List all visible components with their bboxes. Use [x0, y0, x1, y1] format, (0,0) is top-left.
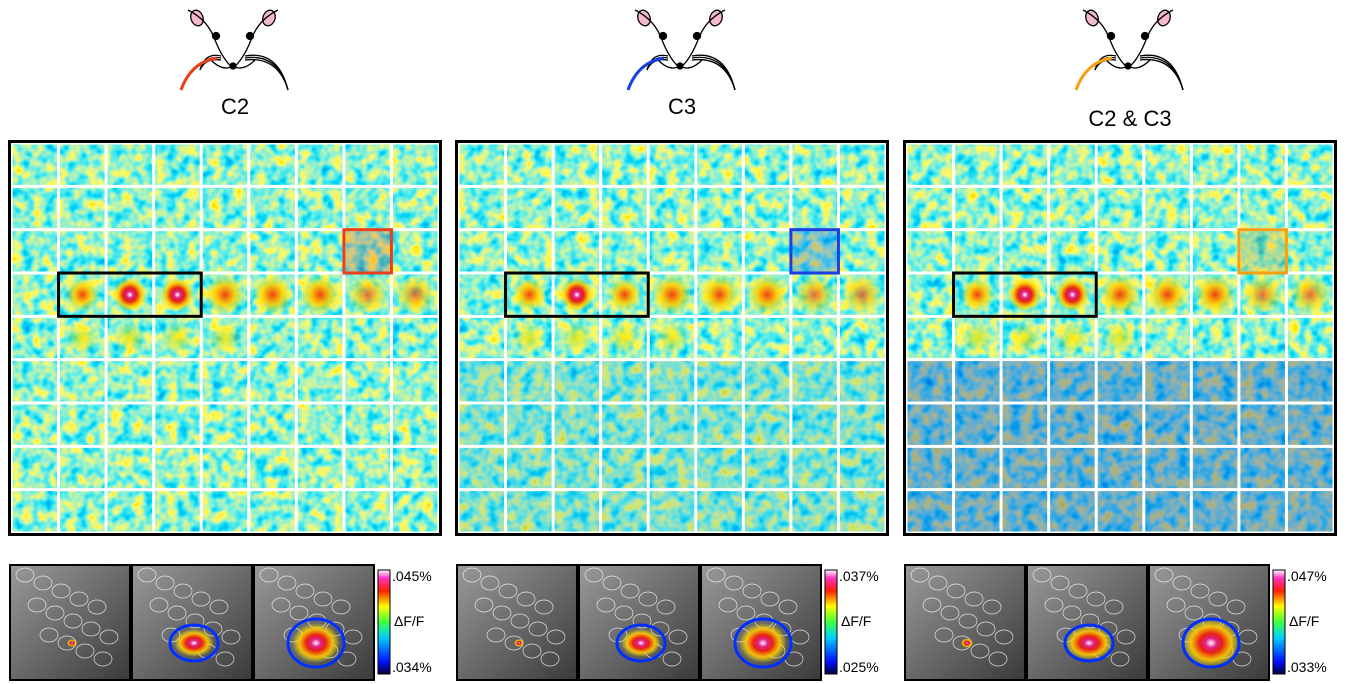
stimulus-label: C3	[668, 94, 696, 119]
activation-spot	[621, 629, 661, 657]
whisker	[1140, 60, 1183, 90]
activation-spot	[174, 629, 214, 657]
response-spot	[1148, 275, 1188, 315]
response-spot	[747, 275, 787, 315]
response-spot	[700, 275, 740, 315]
response-spot	[395, 275, 435, 315]
response-spot	[842, 275, 882, 315]
response-spot	[607, 278, 641, 312]
response-spot	[512, 278, 546, 312]
panel: C2 .045% ΔF/F .034%	[8, 8, 442, 680]
cortex-image	[579, 565, 699, 680]
response-spot	[253, 275, 293, 315]
colorbar	[378, 570, 390, 674]
response-spot	[1055, 278, 1089, 312]
response-spot	[795, 275, 835, 315]
response-spot	[1290, 275, 1330, 315]
activation-spot	[961, 638, 973, 648]
colorbar	[1273, 570, 1285, 674]
response-spot	[300, 275, 340, 315]
response-spot	[114, 322, 146, 354]
response-spot	[209, 322, 241, 354]
colorbar-max: .045%	[392, 568, 432, 584]
response-spot	[1056, 322, 1088, 354]
stimulated-whisker	[181, 58, 217, 90]
mouse-icon	[1076, 8, 1183, 90]
activation-spot	[67, 639, 77, 647]
response-spot	[561, 322, 593, 354]
stimulus-tile	[1239, 230, 1287, 273]
response-spot	[1100, 275, 1140, 315]
stimulated-whisker	[1076, 58, 1112, 90]
response-spot	[161, 322, 193, 354]
panel: C3 .037% ΔF/F .025%	[455, 8, 889, 680]
colorbar-quantity: ΔF/F	[394, 613, 424, 629]
eye	[694, 33, 701, 40]
mouse-icon	[628, 8, 735, 90]
stimulus-tile	[344, 230, 392, 273]
response-spot	[513, 322, 545, 354]
colorbar-min: .033%	[1287, 659, 1327, 675]
eye	[1108, 33, 1115, 40]
stimulus-label: C2 & C3	[1088, 106, 1171, 131]
response-spot	[205, 275, 245, 315]
response-spot	[1243, 275, 1283, 315]
colorbar-min: .025%	[839, 659, 879, 675]
eye	[213, 33, 220, 40]
response-spot	[348, 275, 388, 315]
response-spot	[65, 278, 99, 312]
response-spot	[66, 322, 98, 354]
cortex-image	[10, 565, 130, 680]
whisker	[692, 60, 735, 90]
colorbar-quantity: ΔF/F	[1289, 613, 1319, 629]
mouse-icon	[181, 8, 288, 90]
cortex-image	[132, 565, 252, 680]
response-spot	[652, 275, 692, 315]
response-spot	[1195, 275, 1235, 315]
response-spot	[1009, 322, 1041, 354]
activation-spot	[739, 623, 787, 663]
figure: C2 .045% ΔF/F .034% C3 .037% ΔF/F .025% C2 & C3.…	[0, 0, 1353, 684]
stimulus-label: C2	[221, 94, 249, 119]
colorbar-max: .047%	[1287, 568, 1327, 584]
response-spot	[656, 322, 688, 354]
response-spot	[608, 322, 640, 354]
response-spot	[113, 278, 147, 312]
cortex-image	[1027, 565, 1147, 680]
panel: C2 & C3 .047% ΔF/F .033%	[903, 8, 1337, 680]
stimulus-tile	[791, 230, 839, 273]
eye	[660, 33, 667, 40]
response-spot	[1008, 278, 1042, 312]
colorbar-max: .037%	[839, 568, 879, 584]
response-spot	[160, 278, 194, 312]
response-spot	[961, 322, 993, 354]
colorbar-quantity: ΔF/F	[841, 613, 871, 629]
cortex-image	[905, 565, 1025, 680]
activation-spot	[514, 639, 524, 647]
whisker	[245, 60, 288, 90]
response-spot	[560, 278, 594, 312]
eye	[1142, 33, 1149, 40]
response-spot	[1104, 322, 1136, 354]
activation-spot	[292, 623, 340, 663]
eye	[247, 33, 254, 40]
response-spot	[960, 278, 994, 312]
stimulated-whisker	[628, 58, 664, 90]
colorbar-min: .034%	[392, 659, 432, 675]
colorbar	[825, 570, 837, 674]
cortex-image	[457, 565, 577, 680]
